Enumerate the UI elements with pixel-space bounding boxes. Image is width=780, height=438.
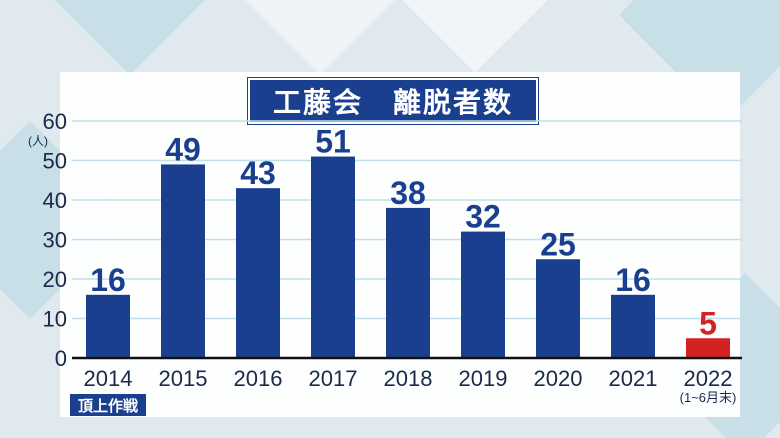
y-unit-label: (人)	[28, 134, 48, 148]
chart-title: 工藤会 離脱者数	[248, 78, 538, 124]
category-note: 頂上作戦	[78, 397, 139, 415]
x-tick-label: 2019	[459, 366, 508, 391]
x-tick-label: 2015	[159, 366, 208, 391]
bar-value-label: 49	[165, 131, 201, 167]
x-tick-label: 2021	[609, 366, 658, 391]
category-note-box	[70, 394, 146, 416]
bar-value-label: 32	[465, 199, 501, 235]
bar-value-label: 38	[390, 175, 426, 211]
bar	[536, 259, 580, 358]
y-tick-label: 0	[55, 346, 67, 371]
bar	[236, 188, 280, 358]
bar-value-label: 5	[699, 305, 717, 341]
bar	[686, 338, 730, 358]
x-tick-label: 2014	[84, 366, 133, 391]
bar	[311, 156, 355, 358]
y-tick-label: 10	[43, 307, 67, 332]
bar	[611, 294, 655, 358]
bar-value-label: 16	[615, 262, 651, 298]
bar	[86, 294, 130, 358]
x-tick-label: 2018	[384, 366, 433, 391]
category-note: (1~6月末)	[680, 390, 737, 405]
bar-value-label: 43	[240, 155, 276, 191]
bar	[161, 164, 205, 358]
bar	[386, 207, 430, 358]
bar-value-label: 16	[90, 262, 126, 298]
y-tick-label: 50	[43, 149, 67, 174]
y-tick-label: 30	[43, 228, 67, 253]
y-tick-label: 20	[43, 267, 67, 292]
chart-title-text: 工藤会 離脱者数	[272, 87, 513, 118]
x-tick-label: 2022	[684, 366, 733, 391]
x-tick-label: 2017	[309, 366, 358, 391]
x-tick-label: 2016	[234, 366, 283, 391]
y-tick-label: 60	[43, 109, 67, 134]
x-tick-label: 2020	[534, 366, 583, 391]
bar	[461, 231, 505, 358]
y-tick-label: 40	[43, 188, 67, 213]
bar-value-label: 25	[540, 226, 576, 262]
bar-value-label: 51	[315, 124, 351, 160]
